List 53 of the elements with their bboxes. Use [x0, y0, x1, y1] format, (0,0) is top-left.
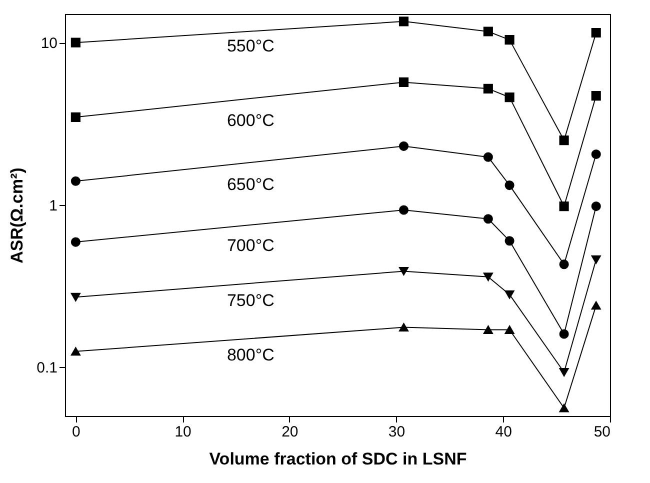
point: [70, 292, 80, 302]
series-label: 750°C: [226, 291, 274, 310]
x-tick-label: 40: [495, 424, 512, 440]
point: [70, 176, 80, 186]
x-tick-label: 30: [388, 424, 406, 440]
x-tick-label: 50: [594, 424, 610, 440]
point: [591, 301, 601, 310]
y-tick-label: 1: [49, 197, 58, 214]
point: [559, 368, 569, 376]
point: [483, 84, 493, 94]
point: [591, 202, 601, 212]
point: [483, 214, 493, 224]
point: [504, 326, 514, 334]
series-label: 650°C: [226, 175, 274, 194]
point: [70, 347, 80, 356]
series-label: 800°C: [226, 345, 274, 364]
point: [504, 180, 514, 190]
x-tick-label: 0: [72, 424, 80, 440]
point: [398, 77, 409, 87]
point: [591, 28, 601, 38]
point: [559, 136, 569, 146]
point: [504, 35, 514, 45]
y-tick-label: 0.1: [36, 360, 58, 377]
point: [591, 149, 601, 160]
point: [483, 26, 493, 36]
point: [504, 290, 514, 299]
point: [70, 237, 80, 247]
point: [559, 404, 569, 412]
x-axis-title: Volume fraction of SDC in LSNF: [209, 450, 467, 468]
point: [591, 255, 601, 264]
series-label: 550°C: [226, 36, 274, 56]
point: [398, 267, 409, 276]
point: [559, 260, 569, 270]
point: [483, 272, 493, 282]
x-tick-label: 10: [174, 424, 192, 440]
point: [483, 152, 493, 162]
y-axis-title: ASR(Ω.cm²): [8, 168, 27, 264]
point: [504, 236, 514, 246]
series-label: 700°C: [226, 236, 274, 256]
point: [70, 112, 80, 122]
point: [559, 202, 569, 212]
x-tick-label: 20: [282, 424, 298, 440]
point: [483, 326, 493, 334]
point: [559, 329, 569, 339]
point: [504, 92, 514, 102]
point: [398, 205, 409, 215]
series-label: 600°C: [226, 111, 274, 130]
point: [591, 91, 601, 101]
y-tick-label: 10: [40, 35, 58, 52]
point: [70, 38, 80, 48]
point: [398, 323, 409, 332]
point: [398, 16, 409, 26]
point: [398, 141, 409, 151]
